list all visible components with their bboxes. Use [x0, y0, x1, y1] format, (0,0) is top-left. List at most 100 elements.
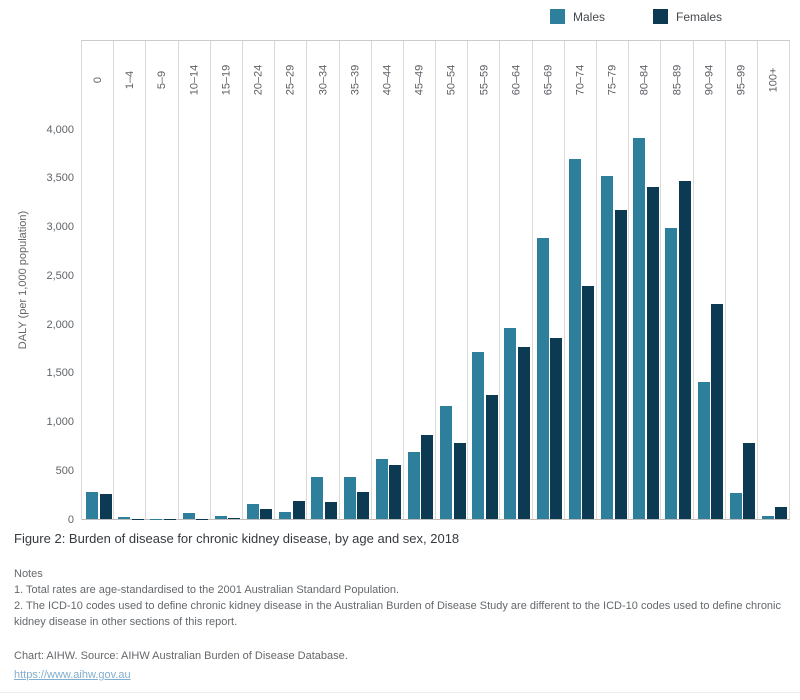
bar-females[interactable]	[260, 508, 273, 519]
bar-males[interactable]	[536, 238, 549, 519]
age-column: 70–74	[565, 41, 597, 519]
bar-males[interactable]	[633, 137, 646, 519]
bar-males[interactable]	[472, 352, 485, 519]
bar-males[interactable]	[214, 515, 227, 519]
figure-title: Figure 2: Burden of disease for chronic …	[14, 531, 460, 546]
bar-males[interactable]	[182, 513, 195, 519]
age-group-label: 5–9	[155, 70, 168, 90]
age-column: 35–39	[340, 41, 372, 519]
legend-item-females[interactable]: Females	[653, 9, 722, 24]
bar-males[interactable]	[729, 492, 742, 519]
bar-males[interactable]	[761, 515, 774, 519]
y-tick-label: 4,000	[46, 123, 74, 136]
age-group-label: 40–44	[381, 64, 394, 96]
age-group-label: 55–59	[477, 64, 490, 96]
age-group-label: 25–29	[284, 64, 297, 96]
caption-block: Figure 2: Burden of disease for chronic …	[14, 532, 796, 684]
age-column: 0	[82, 41, 115, 519]
y-tick-label: 1,500	[46, 367, 74, 380]
bar-females[interactable]	[228, 517, 241, 519]
y-tick-label: 0	[67, 513, 74, 526]
y-tick-label: 2,500	[46, 269, 74, 282]
bottom-divider	[0, 692, 800, 693]
age-column: 65–69	[533, 41, 565, 519]
bar-females[interactable]	[550, 337, 563, 519]
age-group-label: 100+	[767, 67, 780, 93]
bar-females[interactable]	[743, 443, 756, 519]
source-line: Chart: AIHW. Source: AIHW Australian Bur…	[14, 650, 348, 662]
bar-males[interactable]	[279, 511, 292, 519]
age-column: 25–29	[275, 41, 308, 519]
bar-females[interactable]	[775, 507, 788, 519]
bar-females[interactable]	[292, 501, 305, 519]
y-tick-label: 3,000	[46, 221, 74, 233]
bar-females[interactable]	[678, 180, 691, 519]
bar-males[interactable]	[86, 491, 98, 519]
age-column: 15–19	[211, 41, 243, 519]
y-tick-label: 3,500	[46, 172, 74, 185]
bar-males[interactable]	[118, 516, 131, 519]
age-column: 75–79	[597, 41, 630, 519]
age-group-label: 35–39	[349, 64, 362, 96]
y-tick-label: 2,000	[46, 318, 74, 331]
bar-males[interactable]	[697, 381, 710, 519]
bar-females[interactable]	[646, 186, 659, 519]
bar-females[interactable]	[357, 491, 369, 519]
age-column: 1–4	[114, 41, 147, 519]
bar-males[interactable]	[375, 458, 388, 519]
note-line-2: 2. The ICD-10 codes used to define chron…	[14, 600, 781, 628]
age-column: 30–34	[307, 41, 340, 519]
y-tick-label: 500	[55, 464, 74, 477]
legend-item-males[interactable]: Males	[550, 9, 605, 24]
bar-females[interactable]	[421, 435, 434, 519]
bar-females[interactable]	[389, 464, 402, 519]
bar-females[interactable]	[196, 518, 209, 519]
legend: Males Females	[550, 9, 722, 24]
bar-males[interactable]	[311, 477, 324, 519]
age-column: 95–99	[726, 41, 758, 519]
bar-males[interactable]	[246, 504, 259, 519]
note-line-1: 1. Total rates are age-standardised to t…	[14, 584, 400, 596]
age-group-label: 60–64	[510, 64, 523, 96]
bar-females[interactable]	[99, 494, 112, 519]
age-column: 55–59	[468, 41, 501, 519]
notes-heading: Notes	[14, 568, 43, 580]
age-column: 100+	[758, 41, 791, 519]
bar-males[interactable]	[504, 327, 517, 519]
age-group-label: 20–24	[252, 64, 265, 96]
bar-males[interactable]	[343, 477, 356, 519]
bar-females[interactable]	[517, 347, 530, 519]
bar-males[interactable]	[601, 175, 613, 519]
age-column: 20–24	[243, 41, 276, 519]
bar-females[interactable]	[131, 518, 144, 519]
age-group-label: 1–4	[123, 70, 136, 90]
age-column: 5–9	[146, 41, 179, 519]
bar-males[interactable]	[665, 228, 678, 519]
age-group-label: 30–34	[316, 64, 329, 96]
age-column: 45–49	[404, 41, 437, 519]
age-column: 90–94	[694, 41, 726, 519]
age-group-label: 15–19	[220, 64, 233, 96]
legend-label-males: Males	[573, 9, 606, 24]
y-tick-label: 1,000	[46, 416, 74, 428]
bar-females[interactable]	[582, 285, 595, 519]
age-group-label: 90–94	[703, 64, 716, 96]
age-column: 40–44	[372, 41, 404, 519]
aihw-link[interactable]: https://www.aihw.gov.au	[14, 669, 131, 681]
age-column: 10–14	[179, 41, 211, 519]
bar-females[interactable]	[614, 210, 627, 519]
bar-males[interactable]	[407, 451, 420, 519]
bar-males[interactable]	[440, 405, 453, 519]
age-group-label: 0	[91, 76, 104, 84]
age-column: 85–89	[661, 41, 694, 519]
bar-females[interactable]	[711, 303, 724, 519]
bar-males[interactable]	[568, 159, 581, 519]
age-column: 50–54	[436, 41, 469, 519]
age-group-label: 65–69	[542, 64, 555, 96]
bar-females[interactable]	[453, 443, 466, 519]
bar-females[interactable]	[324, 502, 337, 519]
notes-block: Notes 1. Total rates are age-standardise…	[14, 566, 796, 630]
age-group-label: 45–49	[413, 64, 426, 96]
bar-females[interactable]	[485, 395, 498, 519]
